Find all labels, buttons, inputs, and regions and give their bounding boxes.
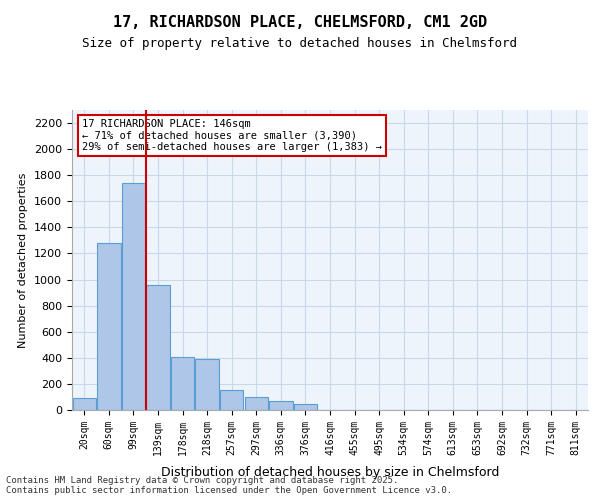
Bar: [73, 398, 96, 410]
Text: Contains HM Land Registry data © Crown copyright and database right 2025.
Contai: Contains HM Land Registry data © Crown c…: [6, 476, 452, 495]
Bar: [196, 359, 219, 410]
Y-axis label: Number of detached properties: Number of detached properties: [19, 172, 28, 348]
Bar: [122, 183, 145, 410]
Bar: [245, 397, 268, 410]
Bar: [294, 404, 317, 410]
Bar: [171, 356, 194, 410]
X-axis label: Distribution of detached houses by size in Chelmsford: Distribution of detached houses by size …: [161, 466, 499, 479]
Bar: [269, 401, 293, 410]
Bar: [97, 243, 121, 410]
Text: 17 RICHARDSON PLACE: 146sqm
← 71% of detached houses are smaller (3,390)
29% of : 17 RICHARDSON PLACE: 146sqm ← 71% of det…: [82, 119, 382, 152]
Bar: [146, 285, 170, 410]
Bar: [220, 390, 244, 410]
Text: Size of property relative to detached houses in Chelmsford: Size of property relative to detached ho…: [83, 38, 517, 51]
Text: 17, RICHARDSON PLACE, CHELMSFORD, CM1 2GD: 17, RICHARDSON PLACE, CHELMSFORD, CM1 2G…: [113, 15, 487, 30]
